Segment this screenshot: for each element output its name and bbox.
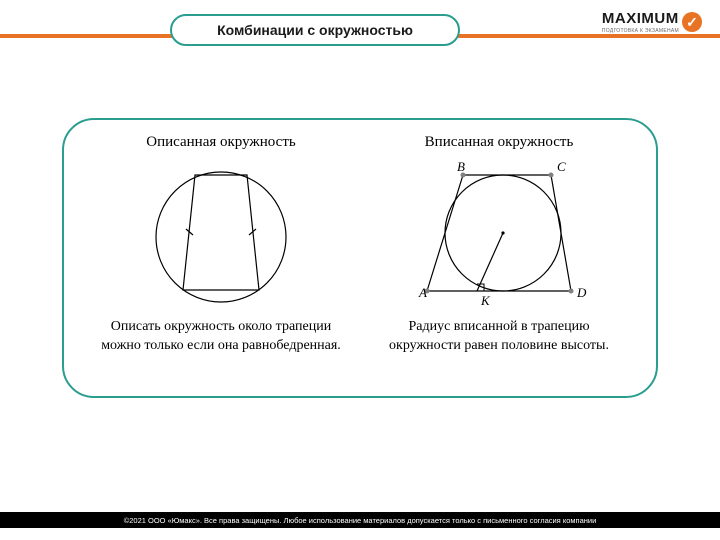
right-column: Вписанная окружность A B C D K Радиус вписан… — [360, 134, 638, 386]
page-title-text: Комбинации с окружностью — [217, 22, 413, 38]
content-panel: Описанная окружность Описать окружность … — [62, 118, 658, 398]
brand-logo: MAXIMUM ПОДГОТОВКА К ЭКЗАМЕНАМ ✓ — [602, 10, 702, 34]
logo-icon: ✓ — [682, 12, 702, 32]
svg-text:D: D — [576, 285, 587, 300]
left-title: Описанная окружность — [146, 134, 295, 151]
logo-text: MAXIMUM — [602, 10, 679, 27]
left-column: Описанная окружность Описать окружность … — [82, 134, 360, 386]
left-caption: Описать окружность около трапеции можно … — [82, 318, 360, 356]
footer-text: ©2021 ООО «Юмакс». Все права защищены. Л… — [124, 516, 597, 525]
svg-text:K: K — [480, 293, 491, 308]
logo-subtext: ПОДГОТОВКА К ЭКЗАМЕНАМ — [602, 28, 679, 34]
svg-text:C: C — [557, 159, 566, 174]
right-title: Вписанная окружность — [425, 134, 574, 151]
page-title: Комбинации с окружностью — [170, 14, 460, 46]
svg-text:B: B — [457, 159, 465, 174]
circumscribed-figure — [131, 157, 311, 312]
right-caption: Радиус вписанной в трапецию окружности р… — [360, 318, 638, 356]
footer: ©2021 ООО «Юмакс». Все права защищены. Л… — [0, 512, 720, 528]
svg-text:A: A — [418, 285, 427, 300]
inscribed-figure: A B C D K — [409, 157, 589, 312]
